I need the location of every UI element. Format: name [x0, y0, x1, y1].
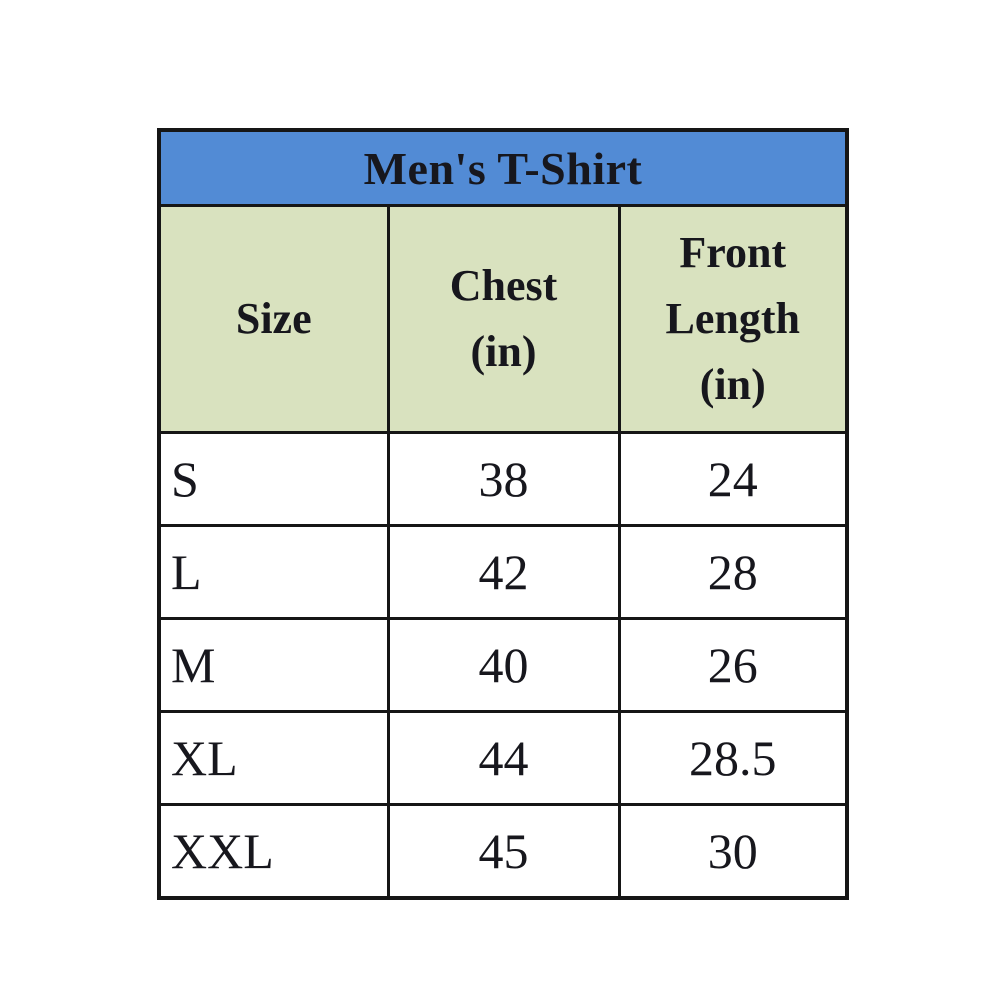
front-length-cell: 28.5: [617, 710, 849, 806]
table-row: L 42 28: [157, 524, 849, 620]
front-length-cell: 28: [617, 524, 849, 620]
chest-cell: 44: [386, 710, 621, 806]
table-row: S 38 24: [157, 431, 849, 527]
col-header-size: Size: [157, 204, 390, 434]
table-row: M 40 26: [157, 617, 849, 713]
size-cell: M: [157, 617, 390, 713]
size-cell: XL: [157, 710, 390, 806]
front-length-cell: 26: [617, 617, 849, 713]
chest-cell: 45: [386, 803, 621, 900]
title-row: Men's T-Shirt: [157, 128, 849, 207]
size-cell: XXL: [157, 803, 390, 900]
chest-cell: 38: [386, 431, 621, 527]
size-cell: S: [157, 431, 390, 527]
table-row: XXL 45 30: [157, 803, 849, 900]
size-cell: L: [157, 524, 390, 620]
front-length-cell: 24: [617, 431, 849, 527]
front-length-cell: 30: [617, 803, 849, 900]
chest-cell: 42: [386, 524, 621, 620]
chest-cell: 40: [386, 617, 621, 713]
size-chart-table: Men's T-Shirt Size Chest (in) Front Leng…: [157, 128, 849, 900]
header-row: Size Chest (in) Front Length (in): [157, 204, 849, 434]
col-header-chest: Chest (in): [386, 204, 621, 434]
col-header-front-length: Front Length (in): [617, 204, 849, 434]
table-title: Men's T-Shirt: [157, 128, 849, 207]
table-row: XL 44 28.5: [157, 710, 849, 806]
